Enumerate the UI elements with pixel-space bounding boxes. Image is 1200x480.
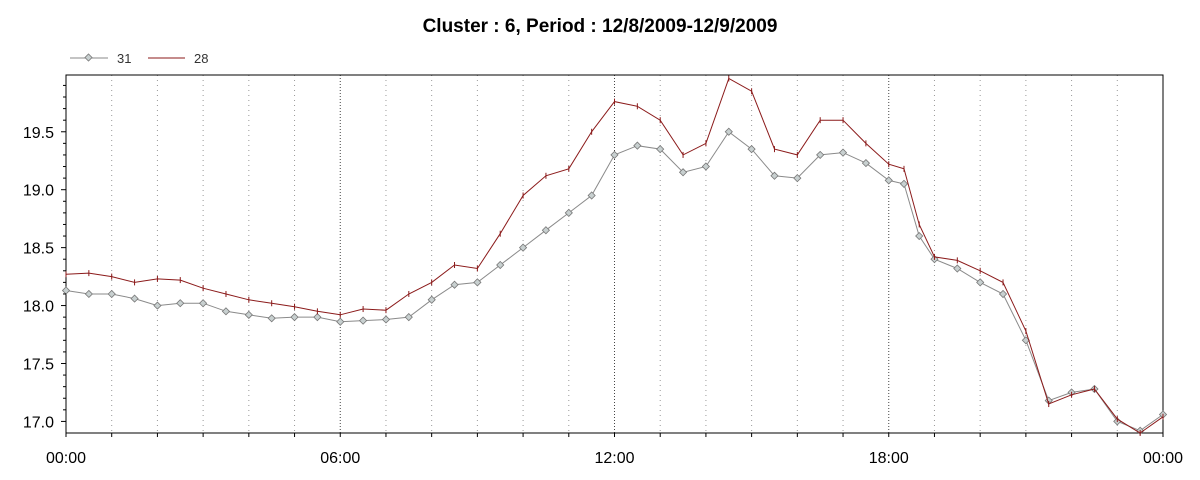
data-point-31 bbox=[678, 168, 688, 177]
data-point-31 bbox=[701, 162, 710, 171]
data-point-31 bbox=[633, 141, 642, 150]
series-line-31 bbox=[65, 131, 1164, 432]
x-tick-label: 18:00 bbox=[869, 450, 909, 467]
data-point-31 bbox=[404, 313, 413, 322]
data-point-31 bbox=[915, 231, 924, 241]
data-point-31 bbox=[381, 315, 391, 324]
series-layer bbox=[61, 75, 1168, 436]
data-point-31 bbox=[290, 313, 299, 322]
y-tick-label: 17.5 bbox=[23, 356, 54, 373]
data-point-31 bbox=[244, 310, 253, 319]
y-axis: 17.0 17.5 18.0 18.5 19.0 19.5 bbox=[23, 84, 66, 431]
data-point-31 bbox=[336, 317, 345, 326]
y-tick-label: 17.0 bbox=[23, 414, 54, 431]
data-point-31 bbox=[884, 176, 893, 185]
chart-title: Cluster : 6, Period : 12/8/2009-12/9/200… bbox=[423, 16, 778, 37]
data-point-31 bbox=[838, 148, 848, 157]
data-point-31 bbox=[724, 127, 733, 136]
y-tick-label: 19.5 bbox=[23, 125, 54, 142]
data-point-31 bbox=[518, 243, 528, 252]
data-point-31 bbox=[61, 286, 71, 295]
data-point-31 bbox=[153, 301, 162, 310]
legend-marker-31 bbox=[84, 53, 93, 62]
data-point-31 bbox=[358, 316, 368, 325]
y-tick-label: 18.0 bbox=[23, 299, 54, 316]
x-axis: 00:00 06:00 12:00 18:00 00:00 bbox=[46, 433, 1183, 467]
data-point-31 bbox=[976, 278, 985, 287]
grid bbox=[111, 75, 1118, 433]
data-point-31 bbox=[953, 264, 962, 273]
data-point-31 bbox=[107, 289, 116, 299]
data-point-31 bbox=[427, 295, 436, 304]
data-point-31 bbox=[770, 171, 779, 180]
data-point-31 bbox=[861, 158, 871, 168]
data-point-31 bbox=[267, 314, 276, 323]
legend-label-28: 28 bbox=[194, 51, 208, 66]
data-point-31 bbox=[221, 307, 231, 316]
data-point-31 bbox=[541, 226, 550, 235]
legend-label-31: 31 bbox=[117, 51, 131, 66]
data-point-31 bbox=[747, 145, 756, 154]
x-tick-label: 12:00 bbox=[594, 450, 634, 467]
data-point-31 bbox=[1021, 336, 1030, 345]
plot-frame bbox=[65, 74, 1164, 434]
data-point-31 bbox=[587, 191, 596, 200]
data-point-31 bbox=[564, 208, 573, 217]
data-point-31 bbox=[84, 289, 93, 299]
data-point-31 bbox=[450, 280, 459, 289]
data-point-31 bbox=[130, 294, 139, 303]
data-point-31 bbox=[899, 179, 909, 188]
series-line-28 bbox=[65, 77, 1164, 434]
data-point-31 bbox=[998, 289, 1008, 299]
y-tick-label: 18.5 bbox=[23, 241, 54, 258]
data-point-31 bbox=[313, 313, 322, 322]
data-point-31 bbox=[816, 150, 825, 160]
legend: 31 28 bbox=[70, 51, 208, 66]
data-point-31 bbox=[656, 145, 665, 154]
x-tick-label: 00:00 bbox=[1143, 450, 1183, 467]
y-tick-label: 19.0 bbox=[23, 183, 54, 200]
data-point-31 bbox=[176, 299, 185, 308]
data-point-31 bbox=[793, 174, 802, 183]
data-point-31 bbox=[198, 299, 208, 308]
data-point-31 bbox=[496, 260, 505, 270]
data-point-31 bbox=[610, 150, 619, 160]
x-tick-label: 00:00 bbox=[46, 450, 86, 467]
data-point-31 bbox=[473, 278, 482, 287]
x-tick-label: 06:00 bbox=[320, 450, 360, 467]
